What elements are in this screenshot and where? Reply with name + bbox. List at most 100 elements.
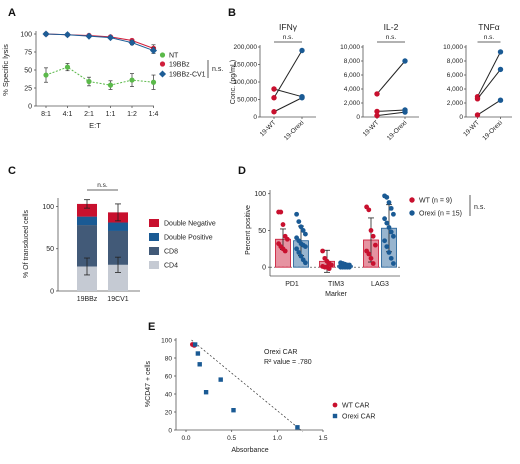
legend-label: NT [169, 53, 179, 60]
data-point [370, 261, 376, 266]
data-point [218, 377, 223, 382]
y-axis-title: % Specific lysis [1, 44, 10, 96]
data-point [195, 351, 201, 356]
legend-label: CD8 [164, 249, 178, 256]
y-tick-label: 2,000 [447, 100, 464, 107]
x-tick-label: 2:1 [84, 111, 94, 118]
legend-swatch [149, 261, 159, 269]
x-tick-label: 19-Orexi [283, 119, 306, 142]
stacked-bar-segment [108, 222, 128, 231]
significance-label: n.s. [97, 182, 108, 189]
y-axis-title: Conc. (pg/mL) [230, 60, 237, 104]
y-tick-label: 6,000 [447, 72, 464, 79]
y-tick-label: 40 [165, 392, 173, 399]
data-point [150, 79, 157, 85]
stacked-bar-segment [108, 264, 128, 291]
significance-label: n.s. [484, 34, 495, 41]
y-tick-label: 0 [262, 265, 266, 272]
y-tick-label: 100,000 [234, 79, 258, 86]
series-line [45, 33, 154, 49]
legend-label: 19BBz [169, 62, 190, 69]
x-tick-label: PD1 [285, 281, 299, 288]
data-point [107, 82, 114, 88]
y-tick-label: 60 [165, 374, 173, 381]
data-point [86, 78, 92, 85]
y-tick-label: 80 [165, 356, 173, 363]
pair-line [477, 99, 501, 116]
legend-marker [159, 52, 166, 58]
legend-label: Double Negative [164, 221, 216, 228]
significance-label: n.s. [386, 34, 397, 41]
data-point [42, 30, 50, 38]
data-point [294, 246, 299, 252]
data-point [386, 225, 392, 230]
data-point [63, 31, 72, 39]
data-point [388, 229, 394, 235]
data-point [106, 34, 115, 42]
data-point [197, 362, 202, 367]
data-point [347, 264, 352, 270]
legend-marker [158, 70, 167, 78]
data-point [497, 97, 504, 103]
significance-label: n.s. [474, 204, 485, 211]
data-point [294, 211, 299, 217]
y-tick-label: 75 [24, 50, 32, 57]
data-point [474, 96, 481, 102]
x-tick-label: 19BBz [77, 296, 98, 303]
data-point [299, 47, 305, 54]
data-point [85, 32, 93, 40]
x-tick-label: 1:1 [106, 111, 116, 118]
y-tick-label: 0 [459, 114, 463, 121]
stacked-bar-segment [77, 216, 97, 226]
data-point [299, 95, 305, 101]
significance-label: n.s. [212, 66, 223, 73]
y-tick-label: 0 [28, 104, 32, 111]
pair-line [477, 51, 501, 97]
data-point [298, 224, 304, 230]
x-tick-label: 1:4 [149, 111, 159, 118]
y-axis-title: Percent positive [245, 205, 252, 255]
stacked-bar-segment [77, 266, 97, 291]
stacked-bar-segment [77, 225, 97, 267]
y-tick-label: 0 [168, 428, 172, 435]
data-point [129, 77, 135, 83]
x-tick-label: 19-Orexi [481, 119, 504, 142]
y-tick-label: 25 [24, 86, 32, 93]
y-tick-label: 10,000 [340, 44, 360, 51]
series-line [45, 66, 154, 86]
panel-letter: C [8, 165, 16, 177]
pair-line [376, 60, 406, 95]
y-tick-label: 8,000 [447, 58, 464, 65]
annotation-r2: R² value = .780 [264, 359, 312, 366]
pair-line [273, 97, 303, 113]
legend-label: 19BBz-CV1 [169, 72, 206, 79]
x-tick-label: 1:2 [127, 111, 137, 118]
data-point [384, 244, 390, 249]
y-tick-label: 0 [253, 114, 257, 121]
y-tick-label: 100 [161, 338, 172, 345]
data-point [373, 242, 378, 248]
x-tick-label: 8:1 [41, 111, 51, 118]
data-point [303, 260, 308, 266]
legend-label: WT (n = 9) [419, 198, 452, 205]
data-point [391, 211, 396, 217]
data-point [402, 109, 408, 115]
x-tick-label: TIM3 [328, 281, 344, 288]
data-point [298, 253, 304, 259]
x-tick-label: 0.5 [227, 435, 236, 442]
legend-marker [159, 61, 166, 67]
legend-marker [332, 402, 338, 408]
data-point [231, 408, 236, 413]
data-point [43, 72, 49, 78]
y-tick-label: 10,000 [443, 44, 463, 51]
x-tick-label: 1.0 [273, 435, 282, 442]
data-point [386, 200, 392, 205]
data-point [303, 244, 308, 249]
legend-label: Orexi (n = 15) [419, 211, 462, 218]
data-point [386, 250, 392, 255]
data-point [366, 207, 372, 213]
data-point [497, 49, 504, 55]
x-tick-label: 0.0 [181, 435, 190, 442]
data-point [388, 205, 394, 211]
